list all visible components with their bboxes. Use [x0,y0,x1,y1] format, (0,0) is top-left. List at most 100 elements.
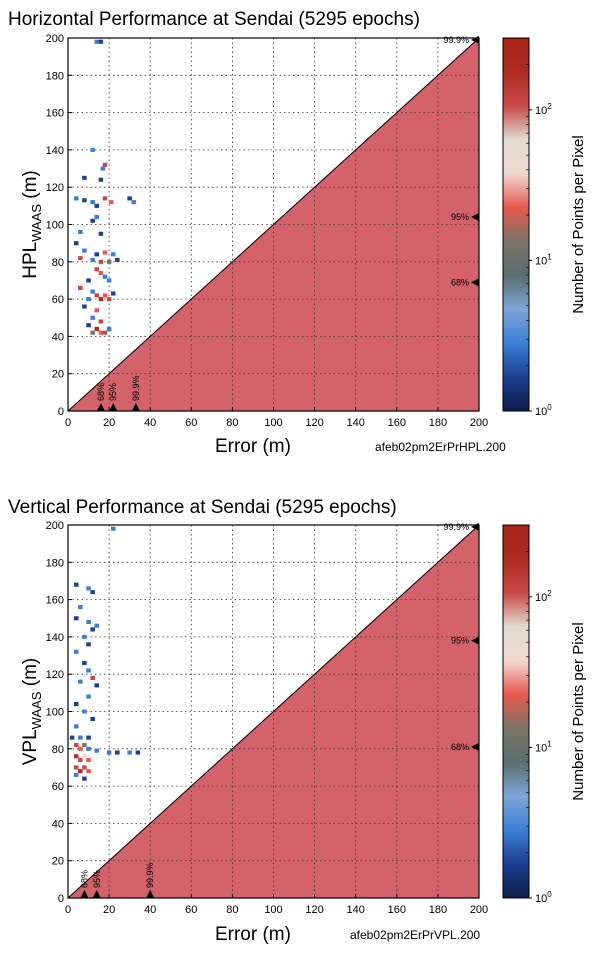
x-tick-label: 120 [305,417,323,429]
y-tick-label: 180 [46,70,64,82]
y-axis-label-unit: (m) [20,170,41,204]
data-cell [90,147,95,152]
data-cell [86,297,91,302]
x-axis-label: Error (m) [215,924,291,945]
x-tick-label: 160 [388,904,406,916]
data-cell [86,668,91,673]
data-cell [73,701,79,707]
data-cell [94,252,100,257]
data-cell [98,259,104,264]
x-tick-label: 180 [429,904,447,916]
data-cell [90,716,95,722]
pl-marker-label: 99.9% [443,35,469,45]
data-cell [98,39,104,44]
colorbar [502,37,530,412]
data-cell [90,200,95,205]
data-cell [135,750,141,755]
x-tick-label: 160 [388,417,406,429]
y-tick-label: 40 [52,331,64,343]
data-cell [86,586,91,591]
y-tick-label: 120 [46,669,64,681]
x-tick-label: 80 [226,417,238,429]
data-cell [94,326,100,331]
y-tick-label: 140 [46,632,64,644]
x-tick-label: 140 [347,904,365,916]
x-tick-label: 40 [144,904,156,916]
file-label: afeb02pm2ErPrVPL.200 [350,928,480,942]
pl-marker-label: 68% [451,277,469,287]
data-cell [78,605,83,610]
data-cell [94,203,100,208]
colorbar-tick-label: 102 [535,102,552,117]
y-axis-label-main: HPL [20,242,41,279]
data-cell [94,748,100,753]
error-marker-label: 68% [79,870,89,888]
data-cell [73,616,79,621]
data-cell [78,735,83,740]
pl-marker-label: 95% [451,212,469,222]
y-tick-label: 100 [46,220,64,232]
y-tick-label: 0 [58,406,64,418]
data-cell [98,231,104,236]
data-cell [98,297,104,302]
error-marker [92,890,101,898]
data-cell [94,214,100,220]
y-tick-label: 120 [46,182,64,194]
pl-marker [471,278,479,287]
chart-title: Horizontal Performance at Sendai (5295 e… [8,9,420,30]
error-marker-label: 68% [96,383,106,401]
data-cell [98,270,104,276]
data-cell [115,750,120,755]
data-cell [78,746,83,751]
pl-marker [471,636,479,645]
data-cell [82,754,87,759]
x-tick-label: 120 [305,904,323,916]
data-cell [100,166,106,171]
chart-panel-1: Horizontal Performance at Sendai (5295 e… [8,9,587,457]
y-axis-label: HPLWAAS (m) [20,170,44,279]
data-cell [82,248,87,253]
y-tick-label: 180 [46,557,64,569]
data-cell [102,250,108,255]
data-cell [106,278,112,283]
x-tick-label: 100 [264,904,282,916]
data-cell [90,627,95,632]
data-cell [106,259,112,264]
data-cell [102,196,108,201]
pl-marker [471,35,479,44]
data-cell [86,278,91,283]
data-cell [82,776,87,781]
data-cell [90,590,95,595]
data-cell [82,198,87,203]
data-cell [90,675,95,680]
data-cell [127,196,132,201]
y-tick-label: 60 [52,294,64,306]
x-axis-label: Error (m) [215,436,291,457]
data-cell [110,291,116,296]
data-cell [94,293,100,298]
x-tick-label: 0 [65,904,71,916]
data-cell [69,735,75,740]
data-cell [73,743,79,748]
y-tick-label: 100 [46,707,64,719]
data-cell [131,200,137,205]
colorbar-tick-label: 101 [535,252,552,267]
y-tick-label: 160 [46,108,64,120]
data-cell [86,757,91,763]
error-marker-label: 99.9% [145,862,155,888]
data-cell [73,649,79,654]
error-marker [109,403,118,411]
error-marker-label: 99.9% [131,375,141,401]
pl-marker-label: 99.9% [443,522,469,532]
data-cell [94,623,100,628]
y-tick-label: 20 [52,856,64,868]
data-cell [78,285,83,290]
data-cell [78,679,83,684]
x-tick-label: 100 [264,417,282,429]
error-marker-label: 95% [108,383,118,401]
y-tick-label: 40 [52,818,64,830]
diagonal-line [67,524,480,899]
data-cell [73,582,79,587]
x-tick-label: 20 [103,904,115,916]
